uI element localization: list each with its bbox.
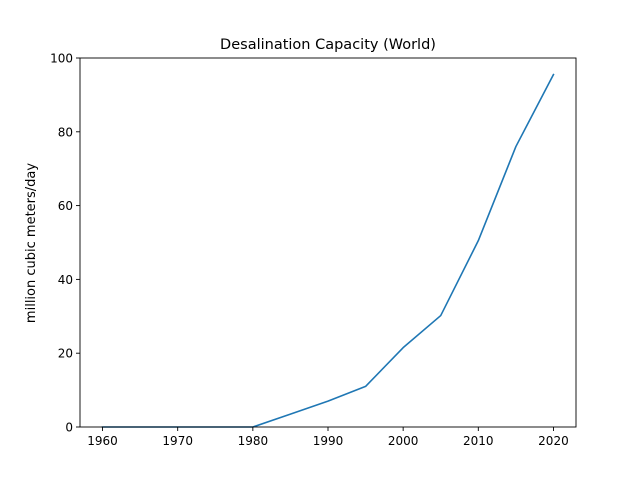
x-tick-label: 1970 xyxy=(162,434,193,448)
x-tick-label: 2020 xyxy=(538,434,569,448)
y-tick-label: 100 xyxy=(50,52,73,66)
x-tick-label: 1990 xyxy=(313,434,344,448)
y-tick-label: 80 xyxy=(58,125,73,139)
y-axis-label: million cubic meters/day xyxy=(24,163,39,323)
x-tick-label: 2000 xyxy=(388,434,419,448)
plot-area: 1960 1970 1980 1990 2000 2010 2020 0 20 40 60 80 100 xyxy=(50,52,577,448)
y-tick-label: 40 xyxy=(58,273,73,287)
x-tick-label: 1980 xyxy=(238,434,269,448)
y-tick-label: 60 xyxy=(58,199,73,213)
y-tick-label: 20 xyxy=(58,347,73,361)
x-tick-label: 2010 xyxy=(463,434,494,448)
y-tick-label: 0 xyxy=(65,421,73,435)
x-tick-label: 1960 xyxy=(87,434,118,448)
chart-title: Desalination Capacity (World) xyxy=(220,37,436,53)
